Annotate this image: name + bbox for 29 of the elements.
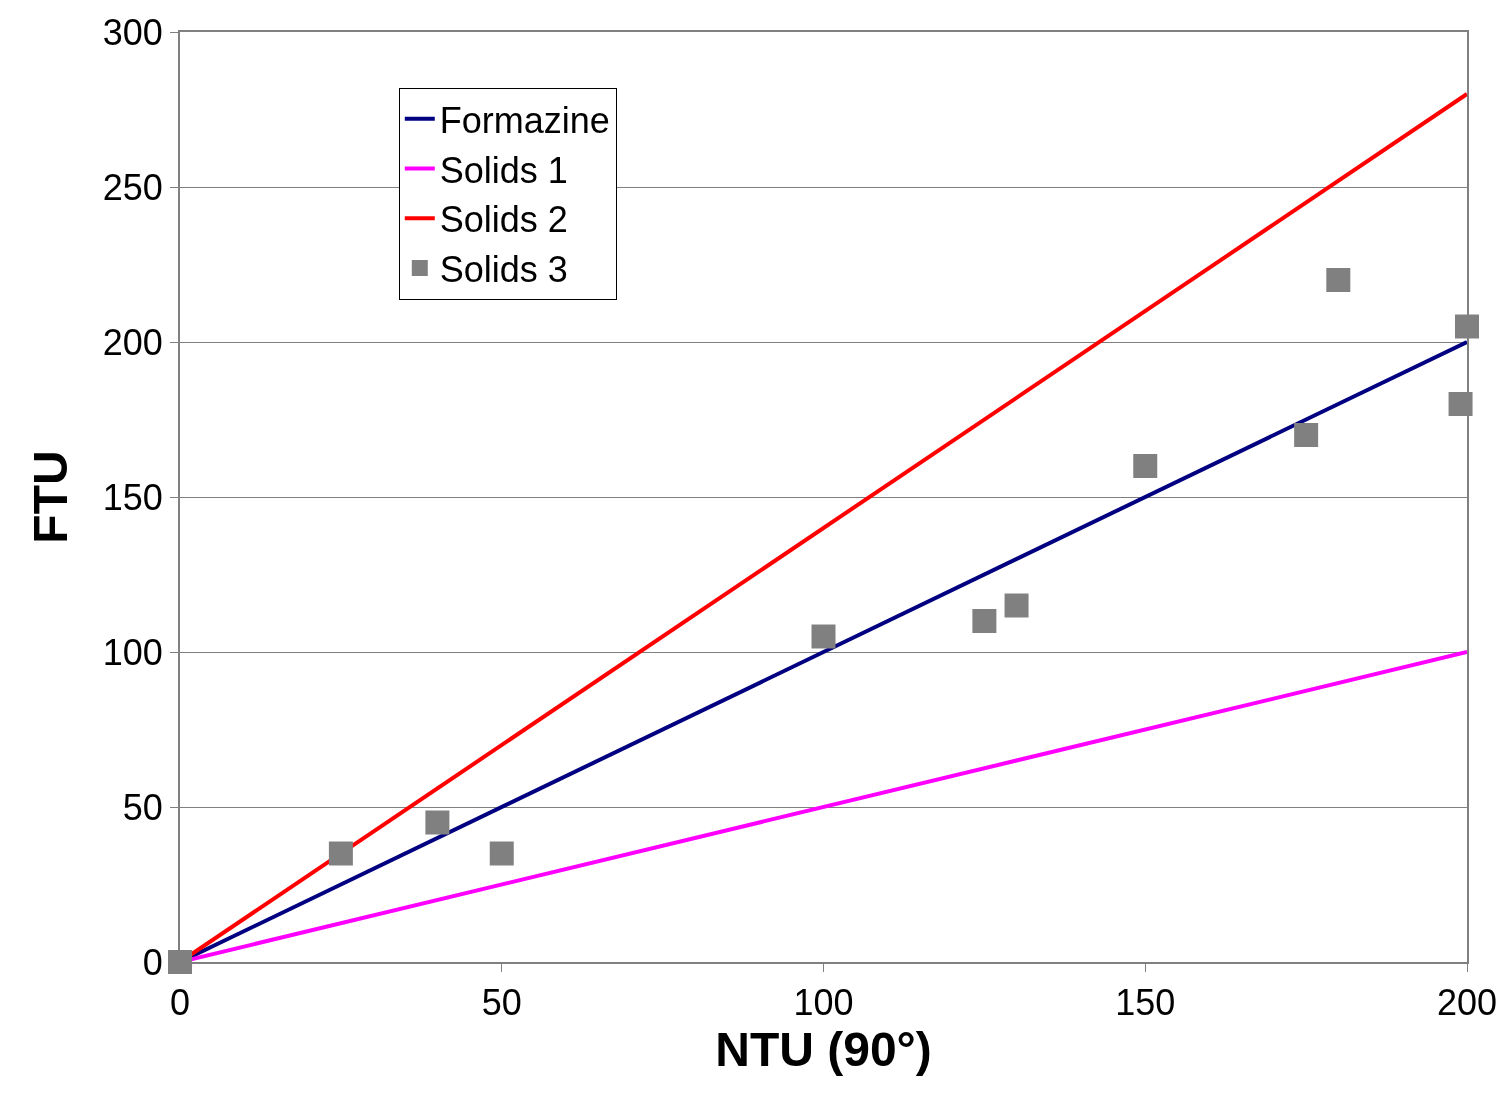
x-axis-title: NTU (90°) (715, 1023, 932, 1077)
point (972, 609, 997, 633)
y-tick-label: 50 (122, 786, 163, 828)
y-tick-label: 0 (142, 941, 163, 983)
legend-label: Solids 3 (439, 249, 568, 291)
legend-label: Solids 2 (439, 199, 568, 241)
y-axis-title: FTU (23, 450, 77, 544)
point (1448, 392, 1473, 416)
y-tick-label: 250 (102, 166, 163, 208)
y-tick-label: 100 (102, 631, 163, 673)
point (811, 624, 836, 649)
y-tick-label: 200 (102, 321, 163, 363)
point (1133, 454, 1158, 478)
point (1455, 314, 1479, 339)
x-tick-label: 100 (793, 982, 854, 1024)
point (1294, 423, 1319, 447)
y-tick-label: 150 (102, 476, 163, 518)
legend-label: Formazine (439, 99, 610, 141)
x-tick-label: 150 (1115, 982, 1176, 1024)
x-tick-label: 0 (169, 982, 191, 1024)
point (1326, 268, 1351, 292)
point (489, 841, 514, 866)
y-tick-label: 300 (102, 11, 163, 53)
x-tick-label: 200 (1436, 982, 1498, 1024)
point (425, 810, 450, 835)
point (328, 841, 353, 866)
point (1004, 593, 1029, 618)
legend-label: Solids 1 (439, 149, 568, 191)
x-tick-label: 50 (481, 982, 522, 1024)
